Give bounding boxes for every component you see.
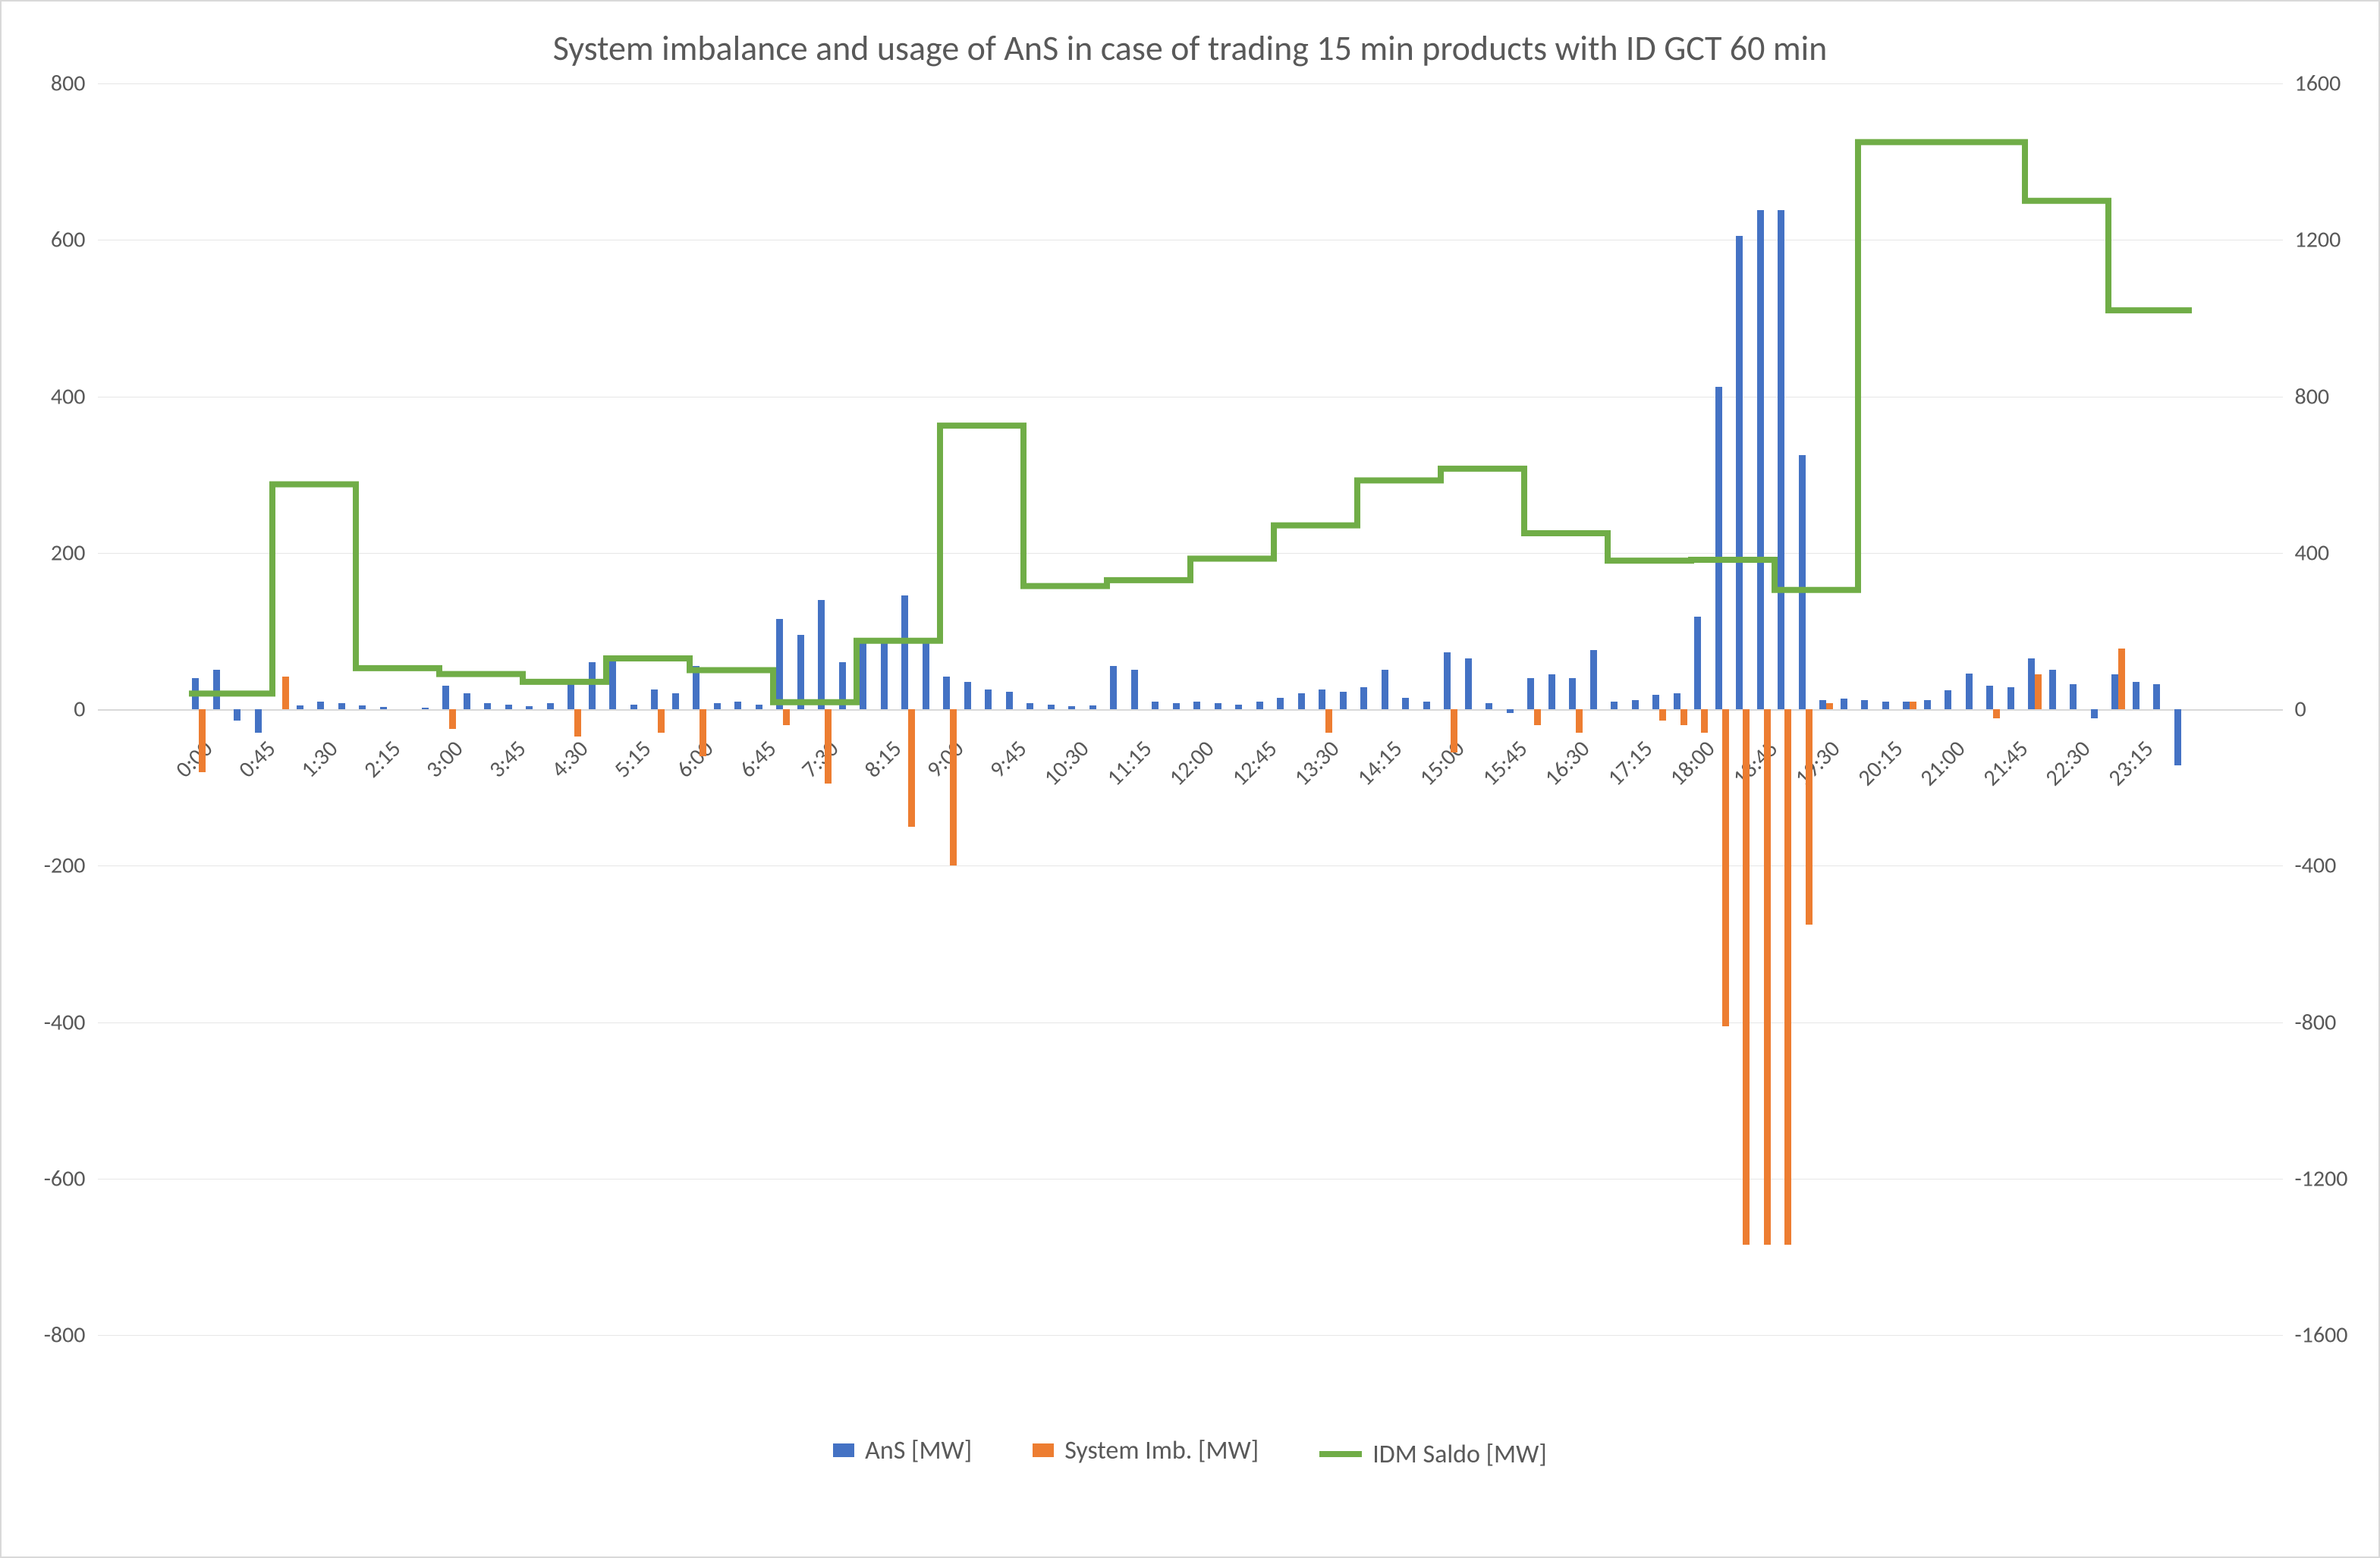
ytick-right: -1600 xyxy=(2295,1321,2380,1349)
legend-swatch xyxy=(833,1443,854,1457)
ytick-right: -400 xyxy=(2295,852,2380,880)
ytick-right: 1200 xyxy=(2295,226,2380,254)
ytick-left: 0 xyxy=(2,696,86,724)
ytick-left: 400 xyxy=(2,382,86,410)
ytick-left: -200 xyxy=(2,852,86,880)
ytick-left: -600 xyxy=(2,1164,86,1192)
legend-swatch xyxy=(1319,1451,1362,1457)
ytick-right: 400 xyxy=(2295,539,2380,567)
ytick-left: 800 xyxy=(2,70,86,98)
legend-label: System Imb. [MW] xyxy=(1064,1435,1259,1466)
gridline xyxy=(98,1335,2283,1336)
legend: AnS [MW] System Imb. [MW] IDM Saldo [MW] xyxy=(24,1434,2356,1470)
ytick-right: -1200 xyxy=(2295,1164,2380,1192)
ytick-left: -400 xyxy=(2,1008,86,1036)
legend-swatch xyxy=(1033,1443,1054,1457)
ytick-left: 600 xyxy=(2,226,86,254)
ytick-left: -800 xyxy=(2,1321,86,1349)
ytick-right: -800 xyxy=(2295,1008,2380,1036)
legend-item: IDM Saldo [MW] xyxy=(1319,1439,1547,1470)
ytick-right: 0 xyxy=(2295,696,2380,724)
ytick-right: 800 xyxy=(2295,382,2380,410)
legend-label: IDM Saldo [MW] xyxy=(1372,1439,1547,1470)
ytick-right: 1600 xyxy=(2295,70,2380,98)
plot-area: -800-600-400-2000200400600800-1600-1200-… xyxy=(98,83,2283,1335)
legend-item: System Imb. [MW] xyxy=(1033,1435,1259,1466)
ytick-left: 200 xyxy=(2,539,86,567)
legend-label: AnS [MW] xyxy=(865,1435,972,1466)
chart-title: System imbalance and usage of AnS in cas… xyxy=(24,27,2356,70)
legend-item: AnS [MW] xyxy=(833,1435,972,1466)
idm-line xyxy=(98,83,2283,1335)
